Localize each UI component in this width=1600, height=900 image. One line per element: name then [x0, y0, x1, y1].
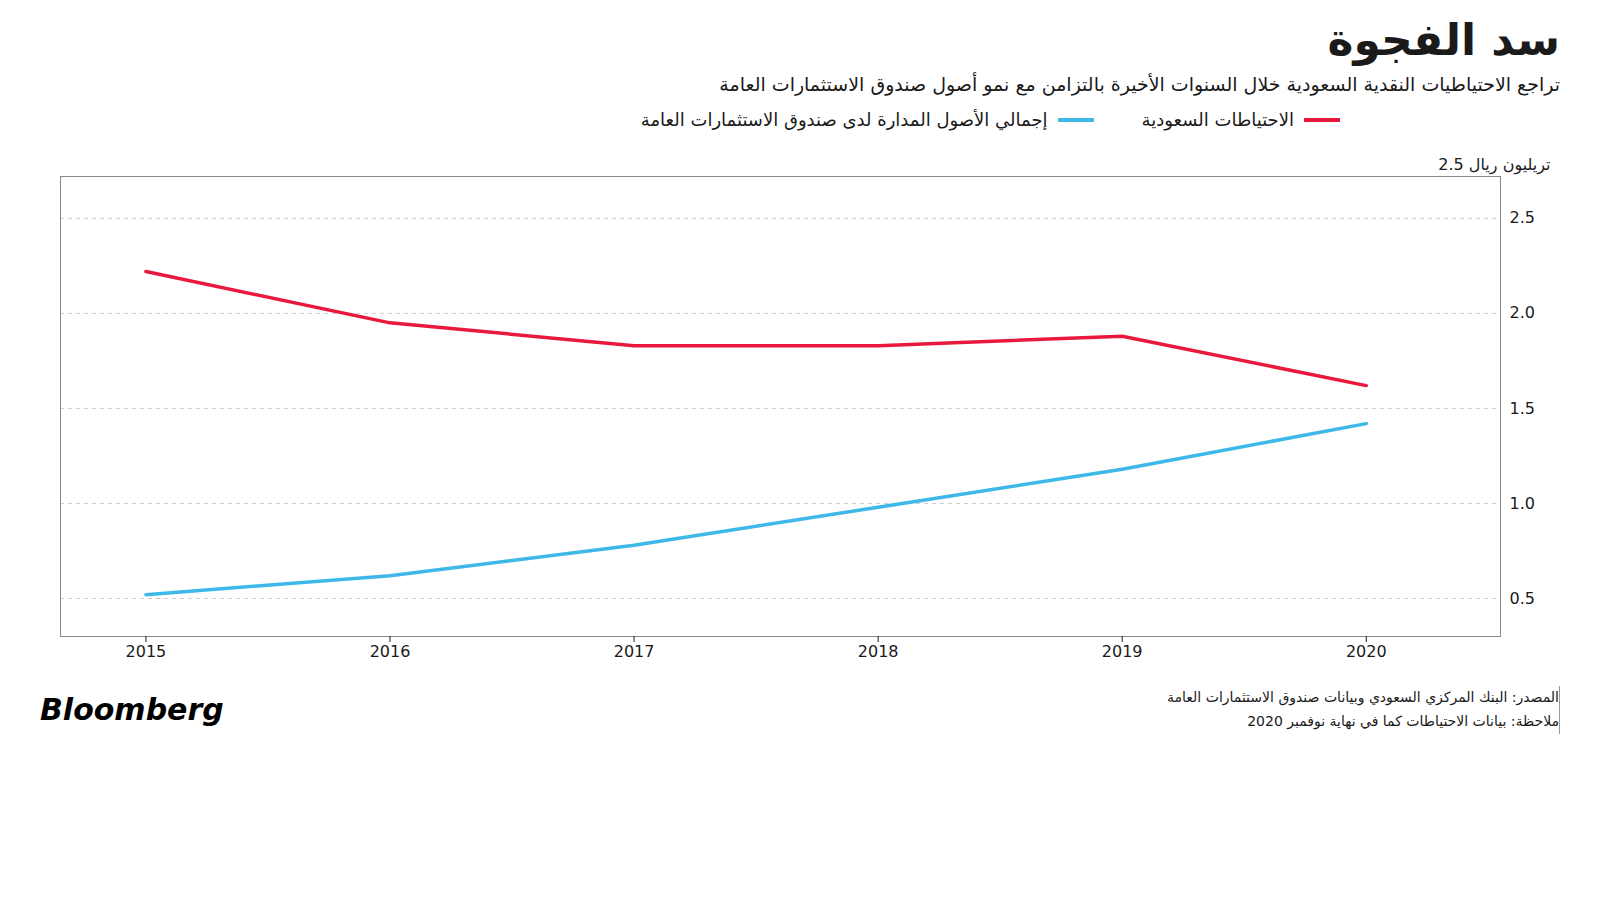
html-text:تراجع الاحتياطيات النقدية السع: تراجع الاحتياطيات النقدية السعودية خلال … — [719, 73, 1560, 95]
svg-text:1.0: 1.0 — [1510, 494, 1535, 513]
html-text:ملاحظة: بيانات الاحتياطات كما: ملاحظة: بيانات الاحتياطات كما في نهاية ن… — [1247, 712, 1559, 729]
svg-text:2.5: 2.5 — [1510, 208, 1535, 227]
svg-text:2.0: 2.0 — [1510, 303, 1535, 322]
html-text:إجمالي الأصول المدارة لدى صندو: إجمالي الأصول المدارة لدى صندوق الاستثما… — [640, 109, 1048, 130]
svg-text:1.5: 1.5 — [1510, 399, 1535, 418]
svg-text:2019: 2019 — [1102, 642, 1143, 661]
svg-text:2015: 2015 — [126, 642, 167, 661]
html-text:الاحتياطات السعودية: الاحتياطات السعودية — [1141, 109, 1294, 130]
svg-text:2020: 2020 — [1346, 642, 1387, 661]
svg-text:2016: 2016 — [370, 642, 411, 661]
html-text:المصدر: البنك المركزي السعودي: المصدر: البنك المركزي السعودي وبيانات صن… — [1167, 689, 1559, 705]
svg-text:2018: 2018 — [858, 642, 899, 661]
svg-text:2.5 تريليون ريال: 2.5 تريليون ريال — [1438, 155, 1550, 175]
svg-text:0.5: 0.5 — [1510, 589, 1535, 608]
svg-text:2017: 2017 — [614, 642, 655, 661]
html-text:سد الفجوة: سد الفجوة — [1327, 14, 1560, 65]
html-text:Bloomberg: Bloomberg — [40, 692, 224, 728]
